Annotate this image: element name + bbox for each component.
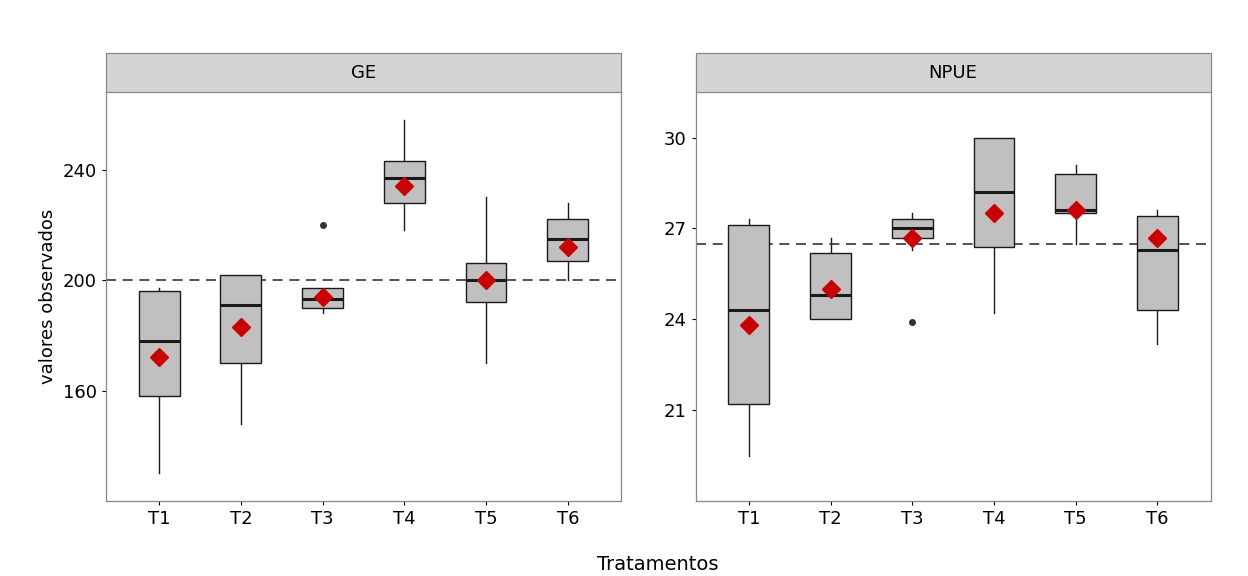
Bar — [221, 275, 261, 363]
Bar — [466, 263, 507, 302]
Bar — [973, 138, 1015, 247]
Bar — [139, 291, 180, 396]
Text: NPUE: NPUE — [929, 63, 977, 82]
Bar — [810, 253, 851, 319]
Bar — [1137, 217, 1178, 310]
Text: Tratamentos: Tratamentos — [597, 555, 719, 574]
Text: GE: GE — [351, 63, 376, 82]
Bar — [302, 289, 343, 308]
Bar — [548, 219, 588, 261]
Y-axis label: valores observados: valores observados — [39, 209, 57, 384]
Bar — [729, 225, 769, 404]
Bar — [1056, 174, 1096, 213]
Bar — [892, 219, 932, 237]
Bar — [384, 161, 424, 203]
